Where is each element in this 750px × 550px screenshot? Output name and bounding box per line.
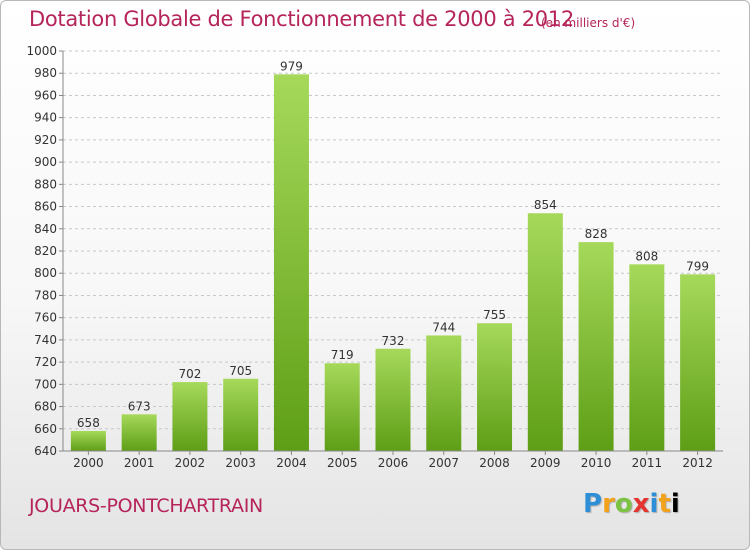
- x-tick-label: 2005: [327, 456, 358, 470]
- x-tick-label: 2010: [581, 456, 612, 470]
- y-tick-label: 980: [34, 66, 57, 80]
- bar-2002: [172, 382, 208, 451]
- data-label-2006: 732: [382, 334, 405, 348]
- data-label-2005: 719: [331, 348, 354, 362]
- x-tick-label: 2007: [428, 456, 459, 470]
- chart-title: Dotation Globale de Fonctionnement de 20…: [29, 7, 574, 31]
- y-tick-label: 760: [34, 311, 57, 325]
- data-label-2000: 658: [77, 416, 100, 430]
- data-label-2003: 705: [229, 364, 252, 378]
- y-tick-label: 740: [34, 333, 57, 347]
- y-tick-label: 800: [34, 266, 57, 280]
- x-tick-label: 2001: [124, 456, 155, 470]
- y-tick-label: 700: [34, 377, 57, 391]
- brand-letter: t: [658, 489, 671, 519]
- brand-letter: i: [649, 489, 659, 519]
- bar-2004: [273, 74, 309, 451]
- y-tick-label: 720: [34, 355, 57, 369]
- bar-2003: [223, 378, 259, 451]
- x-tick-label: 2006: [378, 456, 409, 470]
- brand-letter: i: [670, 489, 680, 519]
- data-label-2001: 673: [128, 399, 151, 413]
- data-label-2012: 799: [686, 259, 709, 273]
- y-tick-label: 960: [34, 88, 57, 102]
- bar-2010: [578, 242, 614, 451]
- data-label-2009: 854: [534, 198, 557, 212]
- proxiti-logo: Proxiti: [583, 489, 680, 519]
- data-label-2004: 979: [280, 59, 303, 73]
- brand-letter: r: [602, 489, 615, 519]
- x-tick-label: 2008: [479, 456, 510, 470]
- y-tick-label: 880: [34, 177, 57, 191]
- bar-2007: [426, 335, 462, 451]
- y-tick-label: 1000: [26, 44, 57, 58]
- bar-2001: [121, 414, 157, 451]
- y-tick-label: 660: [34, 422, 57, 436]
- x-tick-label: 2003: [225, 456, 256, 470]
- y-tick-label: 640: [34, 444, 57, 458]
- bar-2012: [680, 274, 716, 451]
- x-tick-label: 2009: [530, 456, 561, 470]
- brand-letter: o: [614, 489, 633, 519]
- y-tick-label: 940: [34, 111, 57, 125]
- brand-letter: x: [632, 489, 650, 519]
- bar-2005: [324, 363, 360, 451]
- data-label-2008: 755: [483, 308, 506, 322]
- y-tick-label: 860: [34, 200, 57, 214]
- x-tick-label: 2000: [73, 456, 104, 470]
- data-label-2007: 744: [432, 320, 455, 334]
- y-tick-label: 840: [34, 222, 57, 236]
- x-tick-label: 2002: [175, 456, 206, 470]
- x-tick-label: 2011: [632, 456, 663, 470]
- y-tick-label: 920: [34, 133, 57, 147]
- x-tick-label: 2012: [682, 456, 713, 470]
- brand-letter: P: [583, 489, 603, 519]
- bar-2000: [70, 431, 106, 451]
- chart-unit: (en milliers d'€): [541, 16, 636, 30]
- data-label-2010: 828: [585, 227, 608, 241]
- bar-2006: [375, 348, 411, 451]
- data-label-2011: 808: [635, 249, 658, 263]
- y-tick-label: 680: [34, 400, 57, 414]
- bar-2008: [477, 323, 513, 451]
- y-tick-label: 780: [34, 288, 57, 302]
- bar-2011: [629, 264, 665, 451]
- bar-2009: [527, 213, 563, 451]
- y-tick-label: 900: [34, 155, 57, 169]
- commune-name: JOUARS-PONTCHARTRAIN: [29, 495, 263, 517]
- y-tick-label: 820: [34, 244, 57, 258]
- x-tick-label: 2004: [276, 456, 307, 470]
- data-label-2002: 702: [178, 367, 201, 381]
